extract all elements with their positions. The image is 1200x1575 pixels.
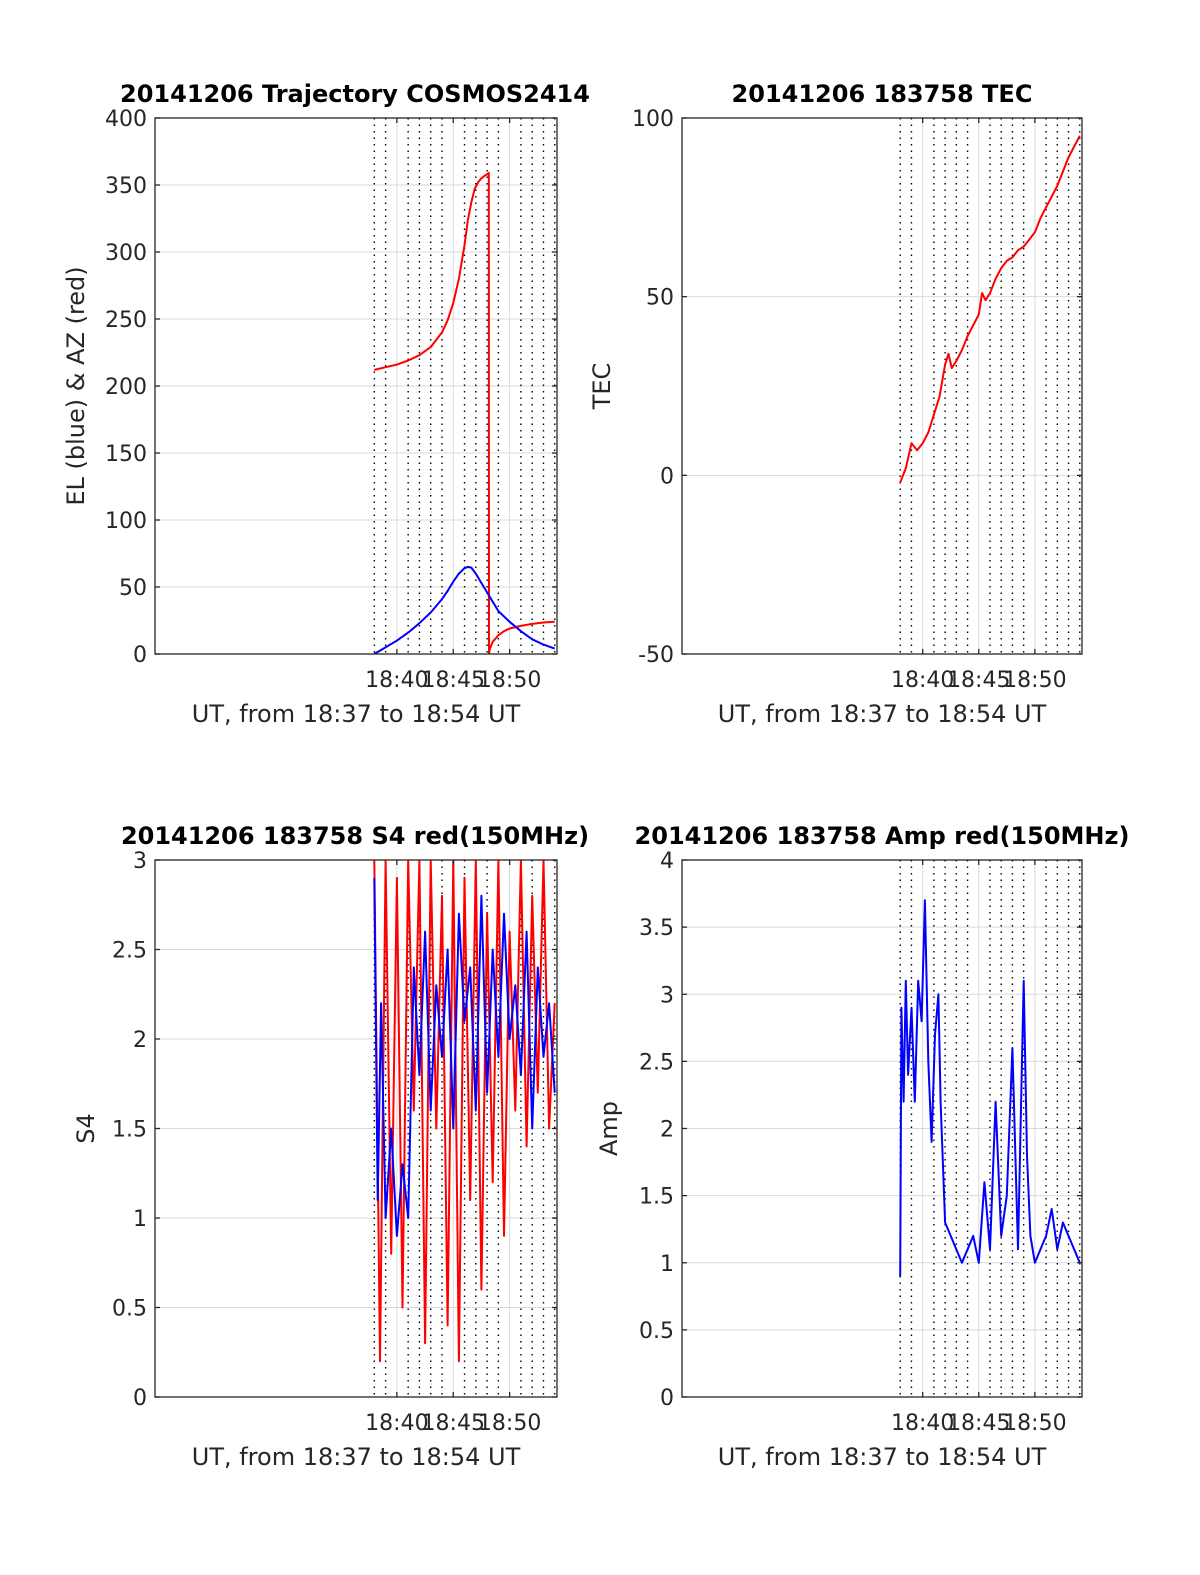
- s4-ylabel: S4: [72, 1113, 100, 1144]
- y-tick-label: 50: [119, 576, 147, 601]
- series-0-line: [374, 171, 555, 654]
- y-tick-label: 100: [105, 509, 147, 534]
- y-tick-label: 0: [660, 1386, 674, 1411]
- x-tick-label: 18:50: [478, 1411, 541, 1436]
- tec-xlabel: UT, from 18:37 to 18:54 UT: [718, 700, 1047, 728]
- s4-title: 20141206 183758 S4 red(150MHz): [121, 822, 589, 850]
- trajectory-grid: [155, 117, 557, 655]
- x-tick-label: 18:50: [1003, 1411, 1066, 1436]
- amp-ylabel: Amp: [595, 1101, 623, 1156]
- amp-grid: [682, 859, 1082, 1398]
- y-tick-label: 3.5: [639, 916, 674, 941]
- y-tick-label: 0.5: [112, 1297, 147, 1322]
- y-tick-label: 3: [660, 983, 674, 1008]
- y-tick-label: -50: [638, 643, 674, 668]
- x-tick-label: 18:40: [891, 1411, 954, 1436]
- x-tick-label: 18:40: [365, 1411, 428, 1436]
- y-tick-label: 150: [105, 442, 147, 467]
- y-tick-label: 2.5: [112, 939, 147, 964]
- s4-xlabel: UT, from 18:37 to 18:54 UT: [192, 1443, 521, 1471]
- y-tick-label: 250: [105, 308, 147, 333]
- y-tick-label: 2.5: [639, 1050, 674, 1075]
- trajectory-ylabel: EL (blue) & AZ (red): [62, 266, 90, 505]
- y-tick-label: 0: [660, 464, 674, 489]
- tec-grid: [682, 117, 1082, 655]
- x-tick-label: 18:45: [947, 1411, 1010, 1436]
- series-1-line: [373, 565, 556, 654]
- y-tick-label: 50: [646, 286, 674, 311]
- x-tick-label: 18:45: [947, 668, 1010, 693]
- y-tick-label: 0.5: [639, 1319, 674, 1344]
- trajectory-panel: 05010015020025030035040018:4018:4518:50 …: [62, 80, 590, 728]
- y-tick-label: 200: [105, 375, 147, 400]
- tec-title: 20141206 183758 TEC: [732, 80, 1033, 108]
- y-tick-label: 2: [660, 1118, 674, 1143]
- amp-xlabel: UT, from 18:37 to 18:54 UT: [718, 1443, 1047, 1471]
- y-tick-label: 1.5: [112, 1118, 147, 1143]
- y-tick-label: 0: [133, 1386, 147, 1411]
- amp-plot-area: [899, 899, 1081, 1277]
- x-tick-label: 18:45: [422, 1411, 485, 1436]
- y-tick-label: 300: [105, 241, 147, 266]
- amp-title: 20141206 183758 Amp red(150MHz): [635, 822, 1130, 850]
- y-tick-label: 400: [105, 107, 147, 132]
- trajectory-plot-area: [373, 171, 556, 654]
- y-tick-label: 1: [660, 1252, 674, 1277]
- y-tick-label: 0: [133, 643, 147, 668]
- x-tick-label: 18:40: [365, 668, 428, 693]
- y-tick-label: 3: [133, 849, 147, 874]
- y-tick-label: 100: [632, 107, 674, 132]
- trajectory-xlabel: UT, from 18:37 to 18:54 UT: [192, 700, 521, 728]
- x-tick-label: 18:40: [891, 668, 954, 693]
- x-tick-label: 18:50: [478, 668, 541, 693]
- y-tick-label: 1: [133, 1207, 147, 1232]
- tec-ylabel: TEC: [588, 363, 616, 411]
- series-0-line: [899, 899, 1081, 1277]
- series-0-line: [899, 135, 1081, 483]
- tec-axes-box: [681, 117, 1083, 655]
- series-1-line: [373, 877, 556, 1237]
- y-tick-label: 4: [660, 849, 674, 874]
- x-tick-label: 18:50: [1003, 668, 1066, 693]
- trajectory-title: 20141206 Trajectory COSMOS2414: [120, 80, 590, 108]
- series-0-line: [373, 860, 556, 1363]
- y-tick-label: 1.5: [639, 1185, 674, 1210]
- y-tick-label: 350: [105, 174, 147, 199]
- y-tick-label: 2: [133, 1028, 147, 1053]
- x-tick-label: 18:45: [422, 668, 485, 693]
- s4-plot-area: [373, 860, 556, 1363]
- tec-plot-area: [899, 135, 1081, 483]
